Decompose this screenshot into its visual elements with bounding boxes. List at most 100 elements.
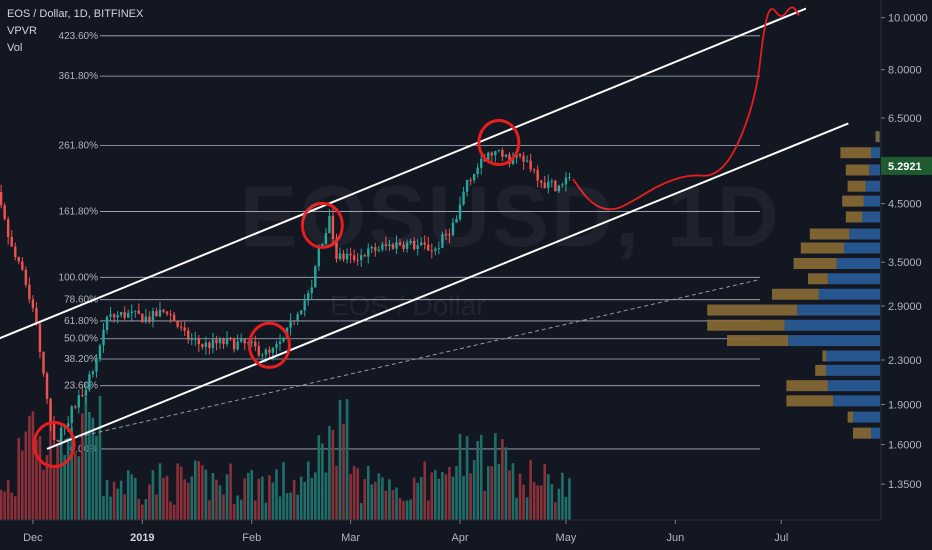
candle-body xyxy=(416,245,419,250)
vpvr-up-bar xyxy=(827,273,880,285)
volume-bar xyxy=(130,474,134,520)
candle-body xyxy=(52,423,56,441)
candle-body xyxy=(494,151,497,156)
volume-bar xyxy=(331,429,335,520)
volume-bar xyxy=(176,463,179,520)
vpvr-up-bar xyxy=(844,242,880,254)
candle-body xyxy=(264,349,268,355)
volume-bar xyxy=(356,468,359,520)
indicator-vol[interactable]: Vol xyxy=(7,42,23,54)
candle-body xyxy=(455,218,458,223)
indicator-vpvr[interactable]: VPVR xyxy=(7,25,37,37)
candle-body xyxy=(423,242,426,245)
volume-bar xyxy=(416,482,419,520)
volume-bar xyxy=(151,470,155,520)
volume-bar xyxy=(77,456,81,520)
candle-body xyxy=(525,160,529,162)
candle-body xyxy=(116,315,119,318)
time-tick-label: Dec xyxy=(23,532,43,544)
candle-body xyxy=(547,181,550,189)
candle-body xyxy=(307,293,310,301)
symbol-title[interactable]: EOS / Dollar, 1D, BITFINEX xyxy=(7,8,144,20)
fib-level-label: 0.00% xyxy=(70,444,98,455)
volume-bar xyxy=(532,482,536,520)
annotation-circle xyxy=(247,321,291,369)
volume-bar xyxy=(193,460,197,520)
volume-bar xyxy=(95,435,98,520)
volume-bar xyxy=(119,480,123,520)
candle-body xyxy=(232,338,236,350)
time-tick-label: Jun xyxy=(666,532,684,544)
candle-body xyxy=(465,179,469,192)
candle-body xyxy=(271,347,275,353)
candle-body xyxy=(45,373,49,399)
volume-bar xyxy=(419,476,423,520)
volume-bar xyxy=(165,475,169,520)
volume-bar xyxy=(352,466,356,520)
last-price-badge xyxy=(881,156,932,175)
candle-body xyxy=(384,244,388,246)
volume-bar xyxy=(73,452,77,520)
candle-body xyxy=(444,234,448,236)
volume-bar xyxy=(84,397,88,520)
volume-bar xyxy=(564,496,568,520)
vpvr-up-bar xyxy=(826,350,880,362)
last-price-label: 5.2921 xyxy=(888,161,922,173)
volume-bar xyxy=(13,496,17,520)
candle-body xyxy=(17,257,20,262)
time-axis-background xyxy=(0,520,932,550)
candle-body xyxy=(261,354,264,356)
candle-body xyxy=(490,152,493,156)
annotation-circle xyxy=(477,119,521,167)
candle-body xyxy=(345,253,349,260)
volume-bar xyxy=(388,479,391,520)
candle-body xyxy=(112,314,116,318)
channel-lower-line xyxy=(46,122,849,450)
volume-bar xyxy=(271,482,275,520)
vpvr-up-bar xyxy=(788,335,880,347)
volume-bar xyxy=(508,470,511,520)
candle-body xyxy=(56,440,59,442)
volume-bar xyxy=(253,500,257,520)
volume-bar xyxy=(448,466,451,520)
vpvr-down-bar xyxy=(800,242,844,254)
candle-body xyxy=(155,311,158,317)
candle-body xyxy=(127,312,130,318)
volume-bar xyxy=(0,489,3,520)
vpvr-up-bar xyxy=(871,147,880,159)
candle-body xyxy=(480,158,483,168)
vpvr-down-bar xyxy=(845,211,862,223)
time-axis: Dec 2019 Feb Mar Apr May Jun Jul xyxy=(23,520,788,544)
vpvr-profile xyxy=(707,131,880,439)
volume-bar xyxy=(264,502,268,520)
candle-body xyxy=(35,307,38,324)
volume-bar xyxy=(42,469,45,520)
candle-body xyxy=(208,342,211,348)
candle-body xyxy=(317,247,321,267)
volume-bar xyxy=(102,496,105,520)
dashed-trend-line xyxy=(57,278,761,443)
candle-body xyxy=(522,155,525,162)
volume-bar xyxy=(28,415,31,520)
volume-bar xyxy=(232,504,236,520)
vpvr-up-bar xyxy=(818,288,880,300)
volume-bar xyxy=(52,467,56,520)
volume-bars xyxy=(0,395,571,520)
volume-bar xyxy=(299,476,303,520)
candle-body xyxy=(183,327,186,331)
vpvr-down-bar xyxy=(786,380,828,392)
fib-level-label: 78.60% xyxy=(64,295,98,306)
candle-body xyxy=(194,338,197,340)
price-tick-label: 3.5000 xyxy=(888,257,922,269)
volume-bar xyxy=(225,474,229,520)
candle-body xyxy=(49,398,52,424)
volume-bar xyxy=(236,495,239,520)
candle-body xyxy=(250,341,253,343)
volume-bar xyxy=(296,494,299,520)
candle-body xyxy=(303,300,306,311)
vpvr-up-bar xyxy=(826,364,880,376)
candle-body xyxy=(508,154,511,164)
candle-body xyxy=(321,243,324,248)
volume-bar xyxy=(137,498,141,520)
